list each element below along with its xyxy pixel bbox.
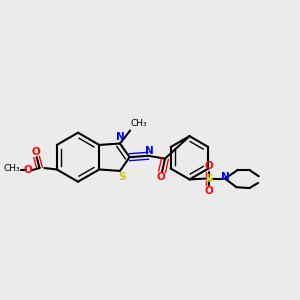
Text: O: O (157, 172, 166, 182)
Text: N: N (116, 132, 125, 142)
Text: O: O (205, 186, 214, 196)
Text: CH₃: CH₃ (3, 164, 20, 173)
Text: O: O (23, 165, 32, 175)
Text: CH₃: CH₃ (131, 119, 148, 128)
Text: O: O (205, 161, 214, 171)
Text: N: N (220, 172, 229, 182)
Text: S: S (206, 173, 213, 184)
Text: S: S (118, 172, 126, 182)
Text: N: N (145, 146, 154, 156)
Text: O: O (32, 147, 40, 157)
